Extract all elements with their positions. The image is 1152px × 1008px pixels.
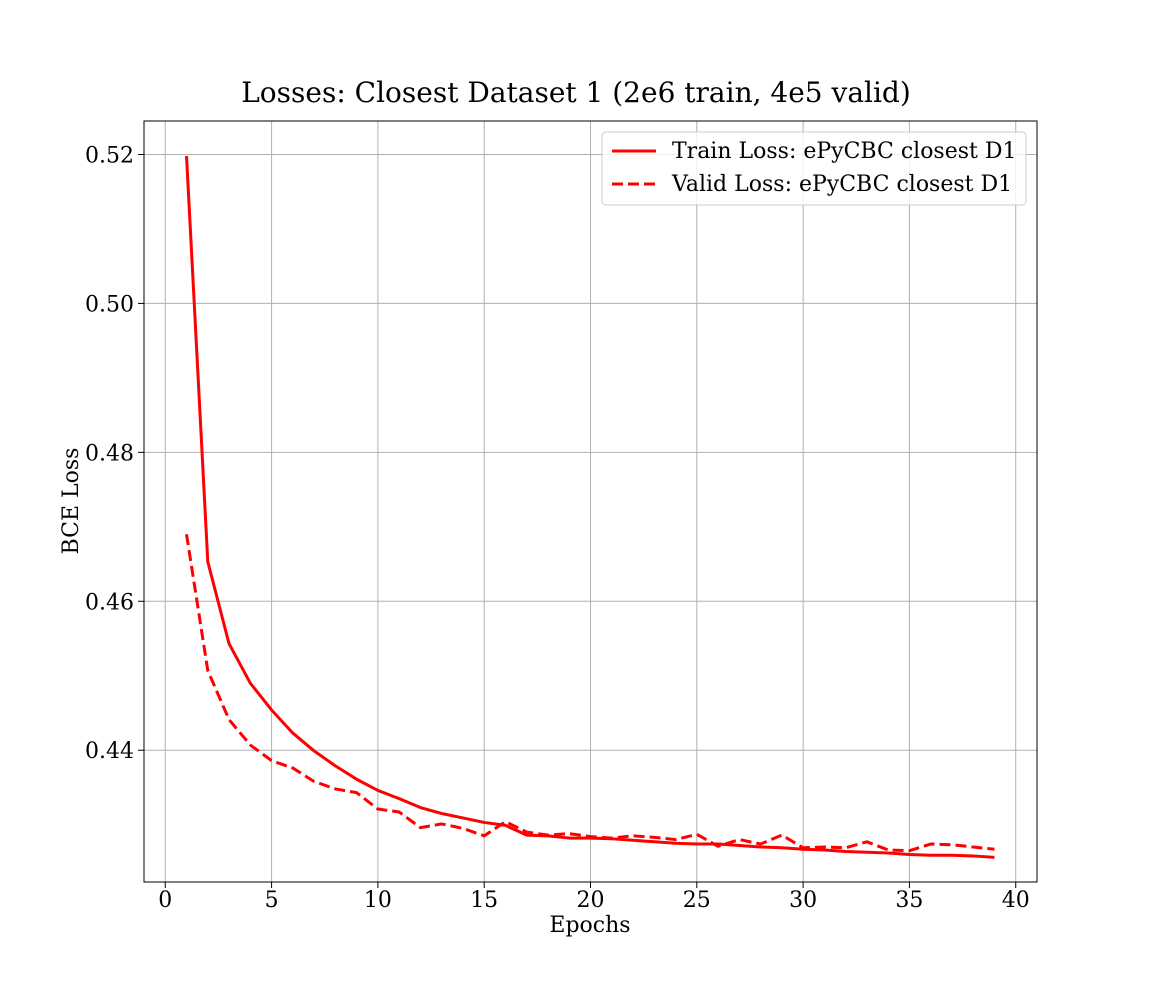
- y-tick-label: 0.46: [85, 590, 134, 615]
- x-tick-label: 35: [895, 888, 923, 913]
- legend: Train Loss: ePyCBC closest D1 Valid Loss…: [601, 131, 1027, 206]
- y-tick-label: 0.44: [85, 739, 134, 764]
- x-tick-label: 30: [789, 888, 817, 913]
- grid: [144, 121, 1037, 882]
- x-tick-label: 20: [577, 888, 605, 913]
- y-tick-label: 0.52: [85, 144, 134, 169]
- x-tick-label: 0: [158, 888, 172, 913]
- y-axis-label: BCE Loss: [59, 448, 84, 555]
- y-tick-label: 0.50: [85, 292, 134, 317]
- series-lines: [185, 155, 995, 859]
- x-tick-label: 40: [1002, 888, 1030, 913]
- y-axis-ticks: 0.44 0.46 0.48 0.50 0.52: [85, 144, 144, 764]
- x-tick-label: 15: [470, 888, 498, 913]
- valid-loss-line: [185, 534, 995, 853]
- chart-title: Losses: Closest Dataset 1 (2e6 train, 4e…: [241, 76, 911, 109]
- x-axis-ticks: 0 5 10 15 20 25 30 35 40: [158, 882, 1030, 913]
- y-tick-label: 0.48: [85, 441, 134, 466]
- legend-train-label: Train Loss: ePyCBC closest D1: [672, 139, 1017, 164]
- x-axis-label: Epochs: [549, 913, 630, 938]
- x-tick-label: 5: [265, 888, 279, 913]
- legend-valid-label: Valid Loss: ePyCBC closest D1: [671, 172, 1012, 197]
- legend-box: [601, 131, 1027, 206]
- x-tick-label: 25: [683, 888, 711, 913]
- x-tick-label: 10: [364, 888, 392, 913]
